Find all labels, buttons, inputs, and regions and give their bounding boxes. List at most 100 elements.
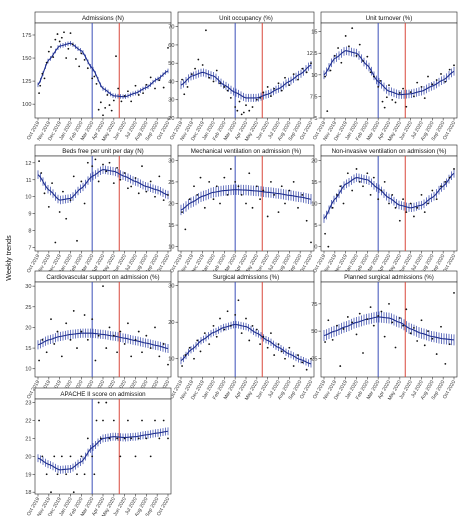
data-point bbox=[377, 314, 380, 317]
data-point bbox=[141, 419, 143, 422]
data-point bbox=[297, 78, 299, 81]
data-point bbox=[108, 104, 111, 106]
data-point bbox=[380, 189, 383, 192]
data-point bbox=[38, 419, 40, 422]
data-point bbox=[119, 455, 122, 458]
data-point bbox=[188, 346, 191, 349]
data-point bbox=[305, 71, 308, 74]
data-point bbox=[251, 324, 254, 327]
data-point bbox=[181, 78, 183, 81]
data-point bbox=[86, 437, 89, 440]
y-tick-label: 10 bbox=[311, 202, 317, 208]
data-point bbox=[162, 419, 165, 422]
data-point bbox=[104, 106, 107, 109]
data-point bbox=[149, 180, 152, 183]
data-point bbox=[336, 193, 338, 196]
panel-title: Surgical admissions (%) bbox=[213, 274, 279, 281]
data-point bbox=[301, 67, 304, 70]
y-tick-label: 20 bbox=[25, 325, 31, 331]
data-point bbox=[423, 211, 426, 214]
data-point bbox=[134, 455, 137, 458]
data-point bbox=[342, 202, 345, 205]
y-tick-label: 10 bbox=[25, 367, 31, 373]
data-point bbox=[219, 202, 221, 205]
data-point bbox=[262, 91, 265, 94]
data-point bbox=[137, 330, 140, 333]
data-point bbox=[56, 473, 59, 476]
data-point bbox=[331, 338, 334, 341]
data-point bbox=[154, 326, 156, 329]
data-point bbox=[273, 354, 276, 356]
data-point bbox=[184, 354, 187, 356]
data-point bbox=[427, 330, 429, 333]
data-point bbox=[229, 168, 232, 170]
y-tick-label: 12.5 bbox=[307, 51, 318, 57]
data-point bbox=[229, 97, 232, 99]
data-point bbox=[453, 168, 455, 170]
data-point bbox=[38, 160, 40, 162]
data-point bbox=[80, 455, 83, 458]
data-point bbox=[385, 96, 388, 99]
data-point bbox=[83, 202, 86, 205]
data-point bbox=[53, 455, 56, 458]
data-point bbox=[141, 351, 143, 354]
panel-6: Non-invasive ventilation on admission (%… bbox=[311, 144, 457, 276]
panel-frame bbox=[34, 22, 172, 119]
y-tick-label: 40 bbox=[168, 79, 174, 85]
data-point bbox=[137, 437, 140, 440]
data-point bbox=[149, 347, 152, 349]
data-point bbox=[184, 228, 187, 231]
y-tick-label: 150 bbox=[22, 56, 31, 62]
data-point bbox=[391, 193, 394, 196]
data-point bbox=[141, 165, 143, 168]
y-tick-label: 5 bbox=[314, 223, 317, 229]
data-point bbox=[167, 47, 169, 49]
data-point bbox=[234, 181, 237, 183]
data-point bbox=[342, 328, 345, 330]
data-point bbox=[212, 324, 215, 327]
y-tick-label: 15 bbox=[311, 30, 317, 36]
y-tick-label: 18 bbox=[25, 490, 31, 496]
data-point bbox=[183, 93, 186, 96]
data-point bbox=[80, 52, 83, 55]
data-point bbox=[112, 182, 115, 185]
data-point bbox=[47, 205, 50, 208]
data-point bbox=[76, 239, 78, 242]
data-point bbox=[229, 324, 232, 327]
data-point bbox=[297, 354, 299, 356]
data-point bbox=[340, 61, 343, 64]
data-point bbox=[435, 198, 438, 201]
data-point bbox=[115, 55, 117, 58]
data-point bbox=[116, 351, 118, 354]
data-point bbox=[53, 343, 56, 345]
data-point bbox=[130, 100, 133, 103]
data-point bbox=[93, 473, 96, 476]
data-point bbox=[369, 193, 372, 196]
y-tick-label: 5 bbox=[314, 116, 317, 122]
data-point bbox=[331, 206, 334, 209]
data-point bbox=[181, 365, 183, 367]
data-point bbox=[273, 193, 276, 196]
fit-line bbox=[37, 169, 169, 201]
data-point bbox=[45, 61, 48, 64]
data-point bbox=[108, 161, 111, 164]
data-point bbox=[440, 73, 442, 75]
data-points bbox=[324, 292, 455, 367]
data-point bbox=[158, 175, 161, 178]
data-point bbox=[154, 419, 156, 422]
data-point bbox=[427, 75, 429, 78]
y-tick-label: 15 bbox=[311, 180, 317, 186]
data-point bbox=[355, 168, 358, 170]
data-point bbox=[130, 185, 133, 188]
data-point bbox=[197, 58, 200, 61]
data-point bbox=[212, 80, 215, 83]
data-point bbox=[358, 181, 361, 183]
data-point bbox=[310, 357, 312, 360]
data-point bbox=[120, 100, 123, 103]
data-point bbox=[65, 217, 68, 220]
data-point bbox=[41, 72, 44, 75]
data-point bbox=[305, 368, 308, 371]
data-point bbox=[69, 455, 72, 458]
